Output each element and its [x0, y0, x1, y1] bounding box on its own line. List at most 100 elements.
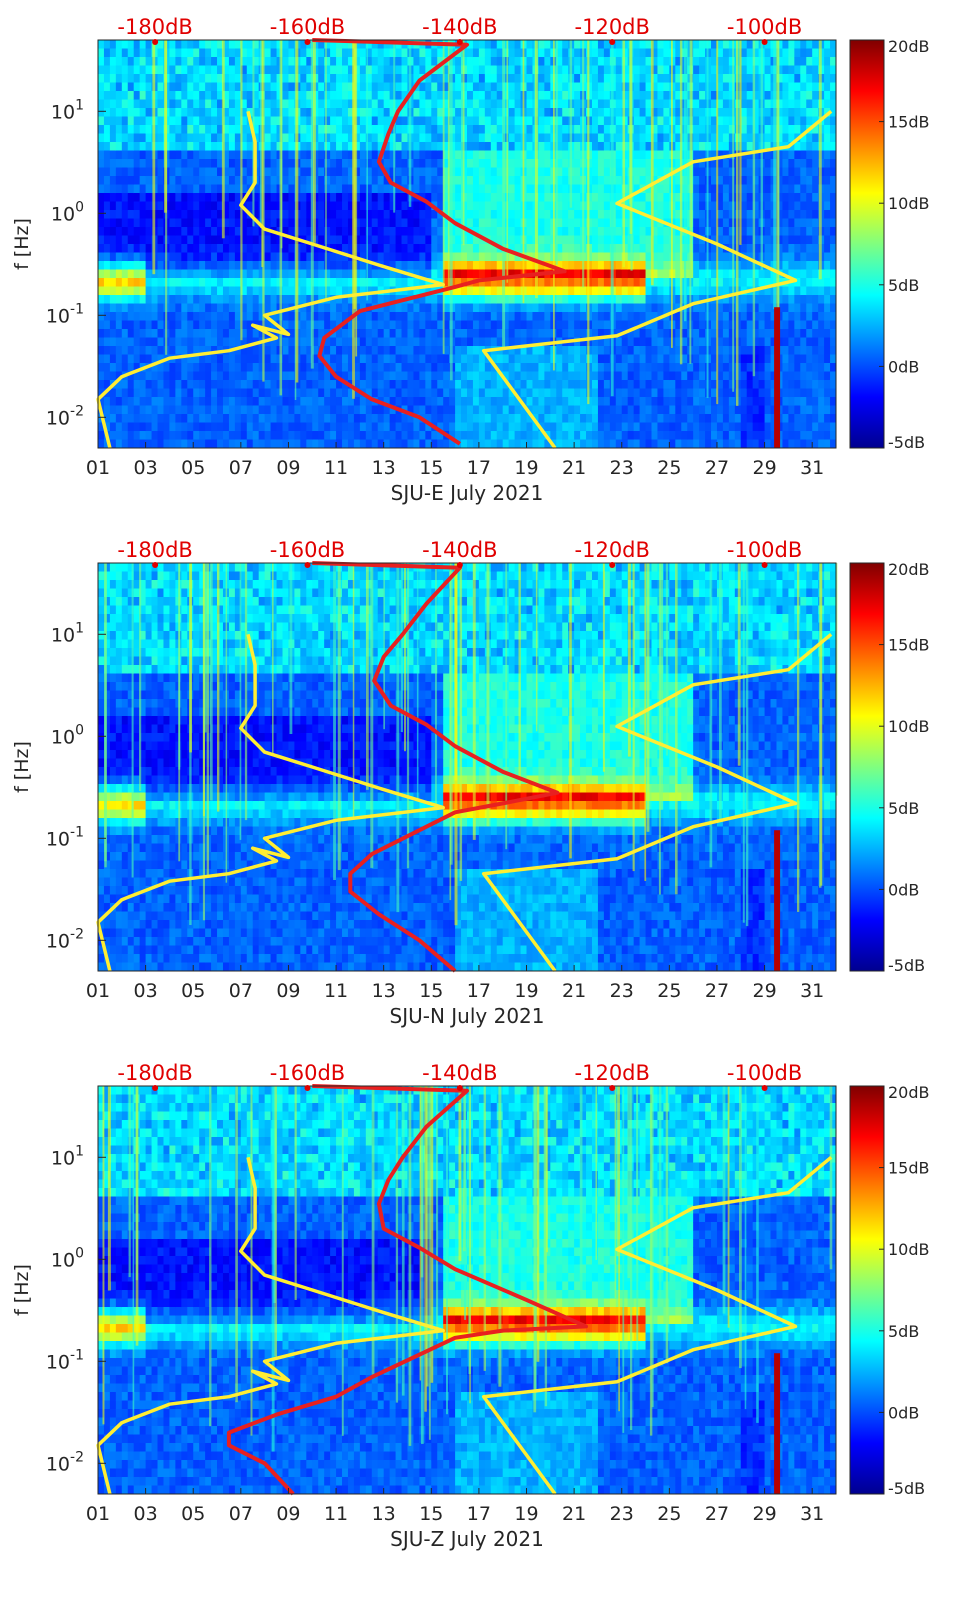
- spectrogram-cell: [419, 244, 426, 253]
- spectrogram-cell: [199, 388, 206, 398]
- spectrogram-cell: [562, 227, 569, 236]
- spectrogram-cell: [461, 320, 468, 330]
- spectrogram-cell: [693, 371, 700, 381]
- spectrogram-cell: [693, 99, 700, 109]
- spectrogram-cell: [681, 422, 688, 432]
- spectrogram-cell: [467, 74, 474, 83]
- spectrogram-cell: [693, 439, 700, 449]
- spectrogram-cell: [205, 252, 212, 262]
- spectrogram-cell: [324, 150, 331, 160]
- spectrogram-cell: [193, 150, 200, 160]
- spectrogram-cell: [371, 252, 379, 262]
- spectrogram-cell: [514, 150, 521, 160]
- spectrogram-cell: [711, 388, 718, 398]
- spectrogram-cell: [139, 414, 147, 423]
- spectrogram-cell: [431, 439, 438, 449]
- spectrogram-cell: [371, 354, 379, 364]
- spectrogram-cell: [639, 133, 646, 143]
- spectrogram-cell: [425, 167, 432, 177]
- spectrogram-cell: [353, 405, 361, 415]
- spectrogram-cell: [389, 388, 396, 398]
- spectrogram-cell: [288, 193, 295, 202]
- spectrogram-cell: [568, 244, 575, 253]
- spectrogram-cell: [264, 414, 271, 423]
- spectrogram-cell: [705, 439, 712, 449]
- spectrogram-cell: [98, 210, 105, 219]
- spectrogram-cell: [532, 320, 539, 330]
- spectrogram-cell: [300, 439, 307, 449]
- spectrogram-cell: [211, 159, 218, 168]
- spectrogram-cell: [538, 431, 545, 440]
- spectrogram-cell: [538, 159, 545, 168]
- spectrogram-cell: [389, 142, 396, 151]
- spectrogram-cell: [532, 405, 539, 415]
- spectrogram-cell: [353, 414, 361, 423]
- spectrogram-cell: [240, 48, 248, 58]
- spectrogram-cell: [246, 295, 254, 304]
- spectrogram-cell: [222, 210, 230, 219]
- spectrogram-cell: [699, 218, 706, 228]
- spectrogram-cell: [669, 354, 676, 364]
- spectrogram-cell: [383, 184, 391, 194]
- spectrogram-cell: [389, 346, 396, 355]
- spectrogram-cell: [538, 346, 545, 355]
- spectrogram-cell: [109, 431, 117, 440]
- spectrogram-cell: [699, 252, 706, 262]
- spectrogram-cell: [365, 40, 373, 49]
- spectrogram-cell: [169, 82, 176, 92]
- spectrogram-cell: [663, 388, 670, 398]
- spectrogram-cell: [365, 210, 373, 219]
- spectrogram-cell: [603, 125, 611, 134]
- spectrogram-cell: [574, 431, 581, 440]
- spectrogram-cell: [693, 150, 700, 160]
- spectrogram-cell: [591, 312, 599, 321]
- spectrogram-cell: [633, 65, 640, 75]
- spectrogram-cell: [115, 40, 123, 49]
- spectrogram-cell: [318, 405, 325, 415]
- spectrogram-cell: [258, 414, 266, 423]
- spectrogram-cell: [145, 380, 152, 389]
- spectrogram-cell: [109, 184, 117, 194]
- spectrogram-cell: [347, 439, 355, 449]
- spectrogram-cell: [151, 278, 158, 287]
- spectrogram-cell: [270, 405, 277, 415]
- spectrogram-cell: [574, 346, 581, 355]
- spectrogram-cell: [121, 176, 129, 185]
- spectrogram-cell: [425, 405, 432, 415]
- spectrogram-cell: [544, 99, 551, 109]
- spectrogram-cell: [496, 371, 504, 381]
- spectrogram-cell: [371, 210, 379, 219]
- spectrogram-cell: [657, 48, 664, 58]
- spectrogram-cell: [342, 363, 349, 372]
- spectrogram-cell: [639, 278, 646, 287]
- spectrogram-cell: [98, 286, 105, 296]
- spectrogram-cell: [163, 414, 170, 423]
- spectrogram-cell: [222, 133, 230, 143]
- spectrogram-cell: [151, 329, 158, 338]
- spectrogram-cell: [133, 329, 141, 338]
- spectrogram-cell: [639, 150, 646, 160]
- spectrogram-cell: [169, 269, 176, 279]
- spectrogram-cell: [490, 48, 498, 58]
- spectrogram-cell: [365, 108, 373, 117]
- spectrogram-cell: [181, 40, 188, 49]
- spectrogram-cell: [211, 74, 218, 83]
- spectrogram-cell: [383, 159, 391, 168]
- spectrogram-cell: [556, 142, 563, 151]
- spectrogram-cell: [228, 142, 236, 151]
- spectrogram-cell: [312, 278, 319, 287]
- spectrogram-cell: [98, 142, 105, 151]
- spectrogram-cell: [240, 295, 248, 304]
- spectrogram-cell: [133, 48, 141, 58]
- spectrogram-cell: [407, 303, 414, 313]
- spectrogram-cell: [377, 431, 385, 440]
- spectrogram-cell: [467, 99, 474, 109]
- spectrogram-cell: [175, 286, 182, 296]
- spectrogram-cell: [258, 388, 266, 398]
- spectrogram-cell: [347, 142, 355, 151]
- spectrogram-cell: [496, 337, 504, 347]
- spectrogram-cell: [455, 184, 462, 194]
- spectrogram-cell: [270, 40, 277, 49]
- spectrogram-cell: [580, 337, 587, 347]
- spectrogram-cell: [342, 48, 349, 58]
